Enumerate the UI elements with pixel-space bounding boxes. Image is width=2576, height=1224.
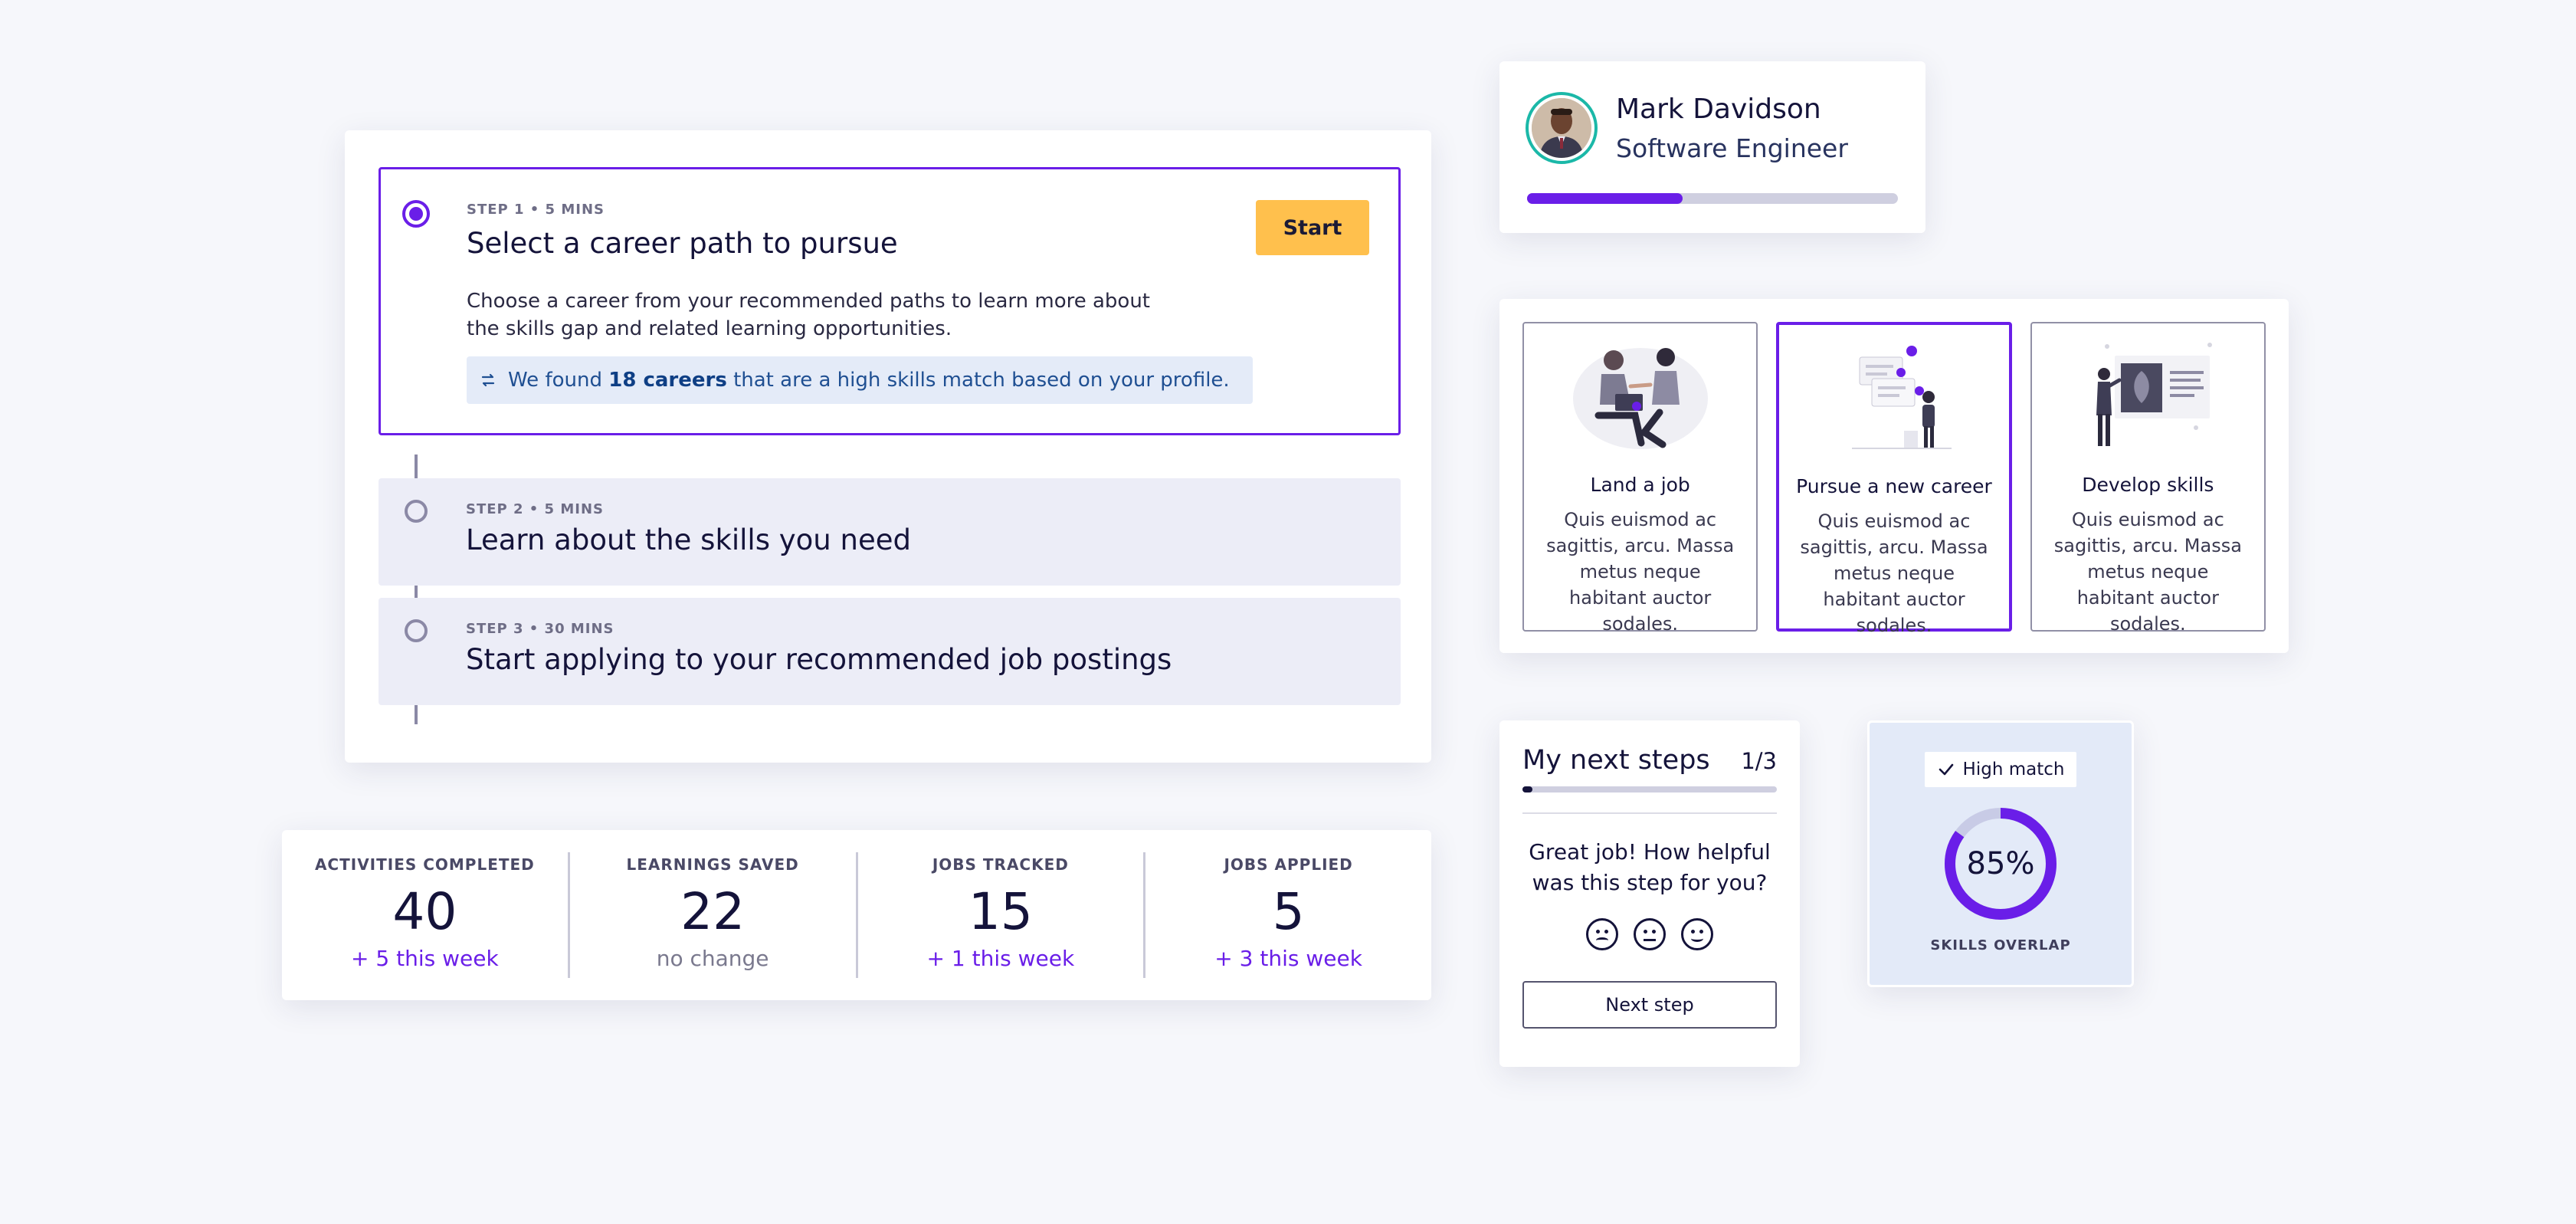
banner-careers-count: 18 careers [608,369,727,392]
check-icon [1939,763,1953,776]
avatar-photo [1532,98,1591,158]
stat-label: JOBS APPLIED [1224,855,1353,874]
next-steps-title: My next steps [1522,745,1710,776]
next-steps-progress-fill [1522,786,1533,792]
step-description: Choose a career from your recommended pa… [467,290,1150,340]
radio-empty-icon[interactable] [405,500,428,523]
skills-match-card: High match 85% SKILLS OVERLAP [1867,720,2134,987]
goal-option-land-a-job[interactable]: Land a job Quis euismod ac sagittis, arc… [1522,322,1758,635]
goal-description: Quis euismod ac sagittis, arcu. Massa me… [1800,510,1988,636]
next-steps-count: 1/3 [1741,748,1777,774]
sad-face-icon[interactable] [1586,918,1618,950]
step-title: Start applying to your recommended job p… [466,643,1172,676]
skills-overlap-donut: 85% [1941,804,2060,924]
goal-title: Land a job [1590,474,1690,496]
next-steps-header: My next steps 1/3 [1522,745,1777,776]
stat-label: ACTIVITIES COMPLETED [314,855,535,874]
radio-empty-icon[interactable] [405,619,428,642]
stat-jobs-applied: JOBS APPLIED 5 + 3 this week [1143,852,1431,978]
career-illustration-icon [1852,346,1952,449]
stat-value: 15 [968,882,1033,941]
activity-stats-card: ACTIVITIES COMPLETED 40 + 5 this week LE… [282,830,1431,1000]
goal-option-develop-skills[interactable]: Develop skills Quis euismod ac sagittis,… [2030,322,2266,635]
step-meta: STEP 1 • 5 MINS [467,202,605,218]
profile-name: Mark Davidson [1616,94,1821,125]
handshake-illustration-icon [1572,348,1708,449]
feedback-question: Great job! How helpful was this step for… [1529,839,1771,895]
stat-change: no change [656,946,769,971]
goal-title: Develop skills [2082,474,2214,496]
donut-chart [1945,808,2057,920]
careers-match-banner: We found 18 careers that are a high skil… [467,356,1253,404]
radio-selected-icon[interactable] [402,200,430,228]
profile-role: Software Engineer [1616,133,1848,163]
presentation-illustration-icon [2096,343,2213,446]
profile-progress-fill [1527,193,1683,204]
stat-value: 40 [392,882,457,941]
timeline-line [415,454,418,724]
goal-title: Pursue a new career [1796,475,1992,497]
person-avatar-icon [1532,98,1591,158]
profile-progress-bar [1527,193,1898,204]
stat-label: JOBS TRACKED [932,855,1069,874]
next-step-button[interactable]: Next step [1522,981,1777,1029]
goal-option-pursue-new-career[interactable]: Pursue a new career Quis euismod ac sagi… [1776,322,2012,636]
stat-learnings-saved: LEARNINGS SAVED 22 no change [567,852,856,978]
next-steps-progress-bar [1522,786,1777,792]
stat-change: + 1 this week [926,946,1075,971]
profile-card: Mark Davidson Software Engineer [1499,61,1925,233]
neutral-face-icon[interactable] [1634,918,1666,950]
avatar[interactable] [1526,92,1598,164]
step-meta: STEP 2 • 5 MINS [466,501,604,517]
match-badge-label: High match [1962,760,2065,779]
banner-text: We found 18 careers that are a high skil… [508,369,1230,392]
donut-fill [1945,808,2057,920]
step-title: Select a career path to pursue [467,227,898,260]
next-steps-card: My next steps 1/3 Great job! How helpful… [1499,720,1800,1067]
goal-description: Quis euismod ac sagittis, arcu. Massa me… [1546,509,1735,635]
step-2-row[interactable]: STEP 2 • 5 MINS Learn about the skills y… [379,478,1401,586]
step-3-row[interactable]: STEP 3 • 30 MINS Start applying to your … [379,598,1401,705]
stat-jobs-tracked: JOBS TRACKED 15 + 1 this week [855,852,1144,978]
high-match-badge: High match [1924,752,2077,787]
happy-face-icon[interactable] [1681,918,1713,950]
career-goals-card: Land a job Quis euismod ac sagittis, arc… [1499,299,2289,653]
feedback-options [1522,918,1777,950]
banner-suffix: that are a high skills match based on yo… [726,369,1230,392]
stat-label: LEARNINGS SAVED [626,855,799,874]
stat-change: + 5 this week [351,946,499,971]
career-steps-card: STEP 1 • 5 MINS Select a career path to … [345,130,1431,763]
stat-value: 22 [680,882,746,941]
goal-description: Quis euismod ac sagittis, arcu. Massa me… [2053,509,2242,635]
step-title: Learn about the skills you need [466,523,911,556]
stat-change: + 3 this week [1214,946,1362,971]
stat-value: 5 [1272,882,1305,941]
stat-activities-completed: ACTIVITIES COMPLETED 40 + 5 this week [282,852,568,978]
banner-prefix: We found [508,369,609,392]
step-meta: STEP 3 • 30 MINS [466,621,615,637]
step-1-card[interactable]: STEP 1 • 5 MINS Select a career path to … [379,167,1401,435]
divider [1522,812,1777,814]
swap-arrows-icon [481,373,495,387]
start-button[interactable]: Start [1256,200,1369,255]
match-percent: 85% [1966,846,2035,881]
match-caption: SKILLS OVERLAP [1930,937,2071,953]
